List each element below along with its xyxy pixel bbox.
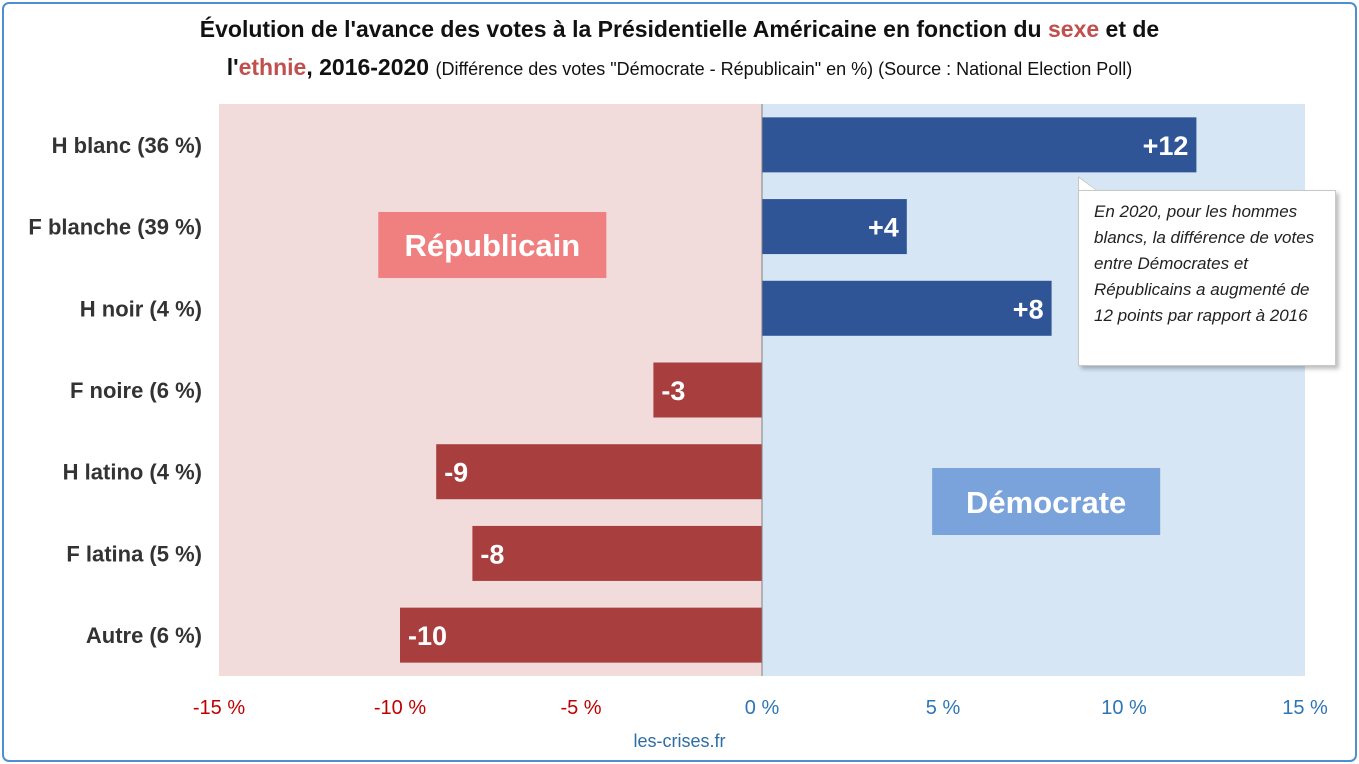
title-text-1a: Évolution de l'avance des votes à la Pré… (199, 16, 1048, 42)
x-tick-label: 10 % (1101, 697, 1147, 719)
bar (472, 525, 762, 581)
x-tick-label: -15 % (193, 697, 245, 719)
x-tick-label: -10 % (374, 697, 426, 719)
title-text-2b: , 2016-2020 (306, 54, 436, 80)
chart-title-line1: Évolution de l'avance des votes à la Pré… (0, 16, 1359, 43)
bar (762, 280, 1052, 336)
data-label: -8 (480, 539, 504, 569)
title-text-1b: et de (1099, 16, 1160, 42)
title-highlight-sexe: sexe (1047, 16, 1100, 42)
x-tick-label: -5 % (560, 697, 601, 719)
data-label: -3 (661, 376, 685, 406)
bar (400, 607, 762, 663)
category-label: F noire (6 %) (70, 378, 202, 403)
democrate-label: Démocrate (966, 485, 1126, 520)
republicain-label: Républicain (404, 228, 580, 263)
category-label: H latino (4 %) (63, 460, 202, 485)
data-label: -9 (444, 458, 468, 488)
data-label: -10 (408, 621, 447, 651)
democrate-box (932, 468, 1161, 535)
title-text-2a: l' (226, 54, 239, 80)
bar (762, 199, 907, 255)
category-label: H noir (4 %) (80, 296, 202, 321)
chart-title-line2: l'ethnie, 2016-2020 (Différence des vote… (0, 54, 1359, 81)
x-tick-label: 0 % (745, 697, 780, 719)
chart-subtitle: (Différence des votes "Démocrate - Répub… (435, 59, 1133, 79)
title-highlight-ethnie: ethnie (238, 54, 307, 80)
annotation-callout: En 2020, pour les hommes blancs, la diff… (1078, 190, 1336, 366)
category-label: H blanc (36 %) (52, 133, 202, 158)
category-label: F latina (5 %) (66, 541, 202, 566)
data-label: +4 (868, 213, 899, 243)
category-label: Autre (6 %) (86, 623, 202, 648)
bar (653, 362, 762, 418)
republicain-box (378, 212, 607, 278)
annotation-tail-inner (1079, 178, 1097, 191)
data-label: +8 (1013, 294, 1044, 324)
x-tick-label: 5 % (926, 697, 961, 719)
source-label: les-crises.fr (633, 731, 726, 751)
category-label: F blanche (39 %) (28, 215, 202, 240)
bar (436, 444, 762, 500)
bar (762, 117, 1197, 173)
x-tick-label: 15 % (1282, 697, 1328, 719)
data-label: +12 (1143, 131, 1189, 161)
